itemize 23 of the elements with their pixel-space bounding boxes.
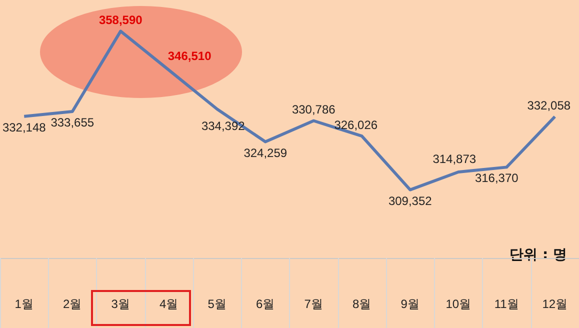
data-label: 332,148 [2, 120, 46, 134]
x-tick-label: 9월 [400, 297, 420, 311]
data-label: 314,873 [432, 152, 476, 166]
data-label: 324,259 [244, 146, 288, 160]
data-label: 332,058 [527, 98, 571, 113]
data-label: 333,655 [50, 116, 94, 130]
x-tick-label: 8월 [352, 297, 372, 311]
x-tick-label: 11월 [494, 297, 519, 311]
x-tick-label: 1월 [14, 297, 34, 311]
data-label: 309,352 [388, 194, 432, 208]
data-label: 316,370 [474, 171, 519, 186]
x-tick-label: 10월 [446, 297, 472, 311]
x-tick-label: 4월 [160, 297, 178, 311]
data-label: 326,026 [334, 118, 378, 132]
data-label: 358,590 [98, 13, 143, 28]
x-tick-label: 12월 [542, 297, 568, 311]
x-tick-label: 7월 [304, 297, 323, 311]
x-tick-label: 6월 [256, 297, 275, 311]
x-tick-label: 3월 [111, 297, 130, 311]
x-tick-label: 5월 [208, 297, 226, 311]
x-tick-label: 2월 [63, 297, 82, 311]
data-label: 346,510 [168, 49, 212, 64]
data-label: 330,786 [292, 102, 336, 117]
